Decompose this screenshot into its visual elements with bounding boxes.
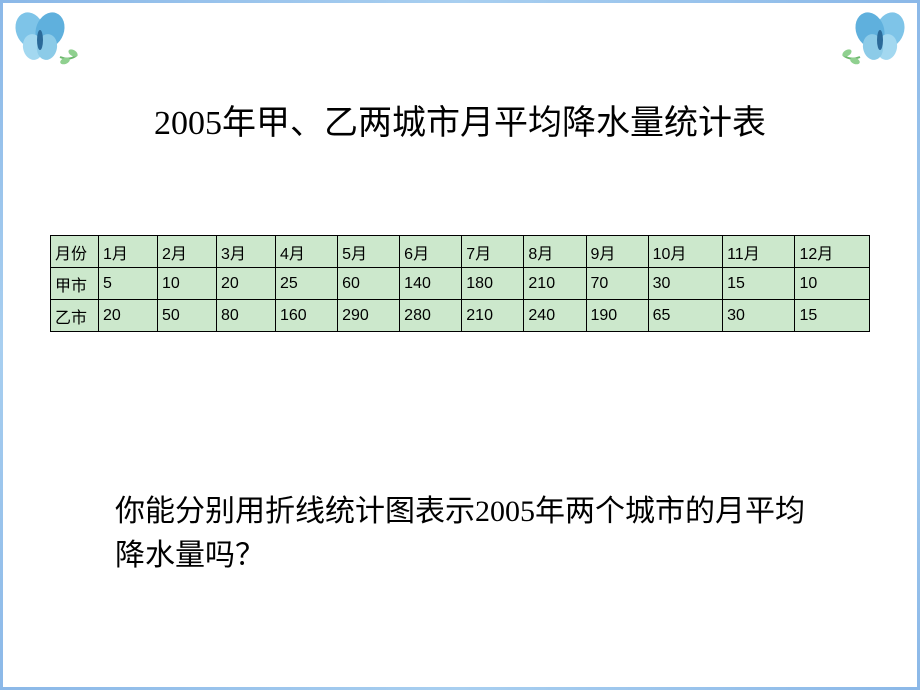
table-row-city-b: 乙市 20 50 80 160 290 280 210 240 190 65 3… xyxy=(51,300,870,332)
city-b-m10: 65 xyxy=(648,300,722,332)
city-b-m2: 50 xyxy=(157,300,216,332)
city-a-m7: 180 xyxy=(462,268,524,300)
city-b-m5: 290 xyxy=(338,300,400,332)
city-a-m12: 10 xyxy=(795,268,870,300)
table-row-city-a: 甲市 5 10 20 25 60 140 180 210 70 30 15 10 xyxy=(51,268,870,300)
header-month-4: 4月 xyxy=(275,236,337,268)
header-month-11: 11月 xyxy=(723,236,795,268)
city-b-m11: 30 xyxy=(723,300,795,332)
city-b-m6: 280 xyxy=(400,300,462,332)
header-month-label: 月份 xyxy=(51,236,99,268)
city-a-m5: 60 xyxy=(338,268,400,300)
city-a-m6: 140 xyxy=(400,268,462,300)
city-a-m2: 10 xyxy=(157,268,216,300)
row-label-city-b: 乙市 xyxy=(51,300,99,332)
city-a-m8: 210 xyxy=(524,268,586,300)
city-b-m9: 190 xyxy=(586,300,648,332)
rainfall-table: 月份 1月 2月 3月 4月 5月 6月 7月 8月 9月 10月 11月 12… xyxy=(50,235,870,332)
frame-border-top xyxy=(0,0,920,3)
header-month-8: 8月 xyxy=(524,236,586,268)
city-b-m7: 210 xyxy=(462,300,524,332)
header-month-12: 12月 xyxy=(795,236,870,268)
header-month-5: 5月 xyxy=(338,236,400,268)
header-month-3: 3月 xyxy=(216,236,275,268)
city-a-m1: 5 xyxy=(99,268,158,300)
table-header-row: 月份 1月 2月 3月 4月 5月 6月 7月 8月 9月 10月 11月 12… xyxy=(51,236,870,268)
header-month-10: 10月 xyxy=(648,236,722,268)
header-month-6: 6月 xyxy=(400,236,462,268)
question-text: 你能分别用折线统计图表示2005年两个城市的月平均降水量吗？ xyxy=(115,490,815,577)
city-a-m3: 20 xyxy=(216,268,275,300)
city-b-m12: 15 xyxy=(795,300,870,332)
city-b-m8: 240 xyxy=(524,300,586,332)
page-title: 2005年甲、乙两城市月平均降水量统计表 xyxy=(0,95,920,144)
header-month-7: 7月 xyxy=(462,236,524,268)
header-month-9: 9月 xyxy=(586,236,648,268)
city-a-m10: 30 xyxy=(648,268,722,300)
city-a-m4: 25 xyxy=(275,268,337,300)
header-month-2: 2月 xyxy=(157,236,216,268)
city-b-m4: 160 xyxy=(275,300,337,332)
row-label-city-a: 甲市 xyxy=(51,268,99,300)
butterfly-decoration-top-right xyxy=(835,5,915,75)
city-a-m11: 15 xyxy=(723,268,795,300)
header-month-1: 1月 xyxy=(99,236,158,268)
city-b-m1: 20 xyxy=(99,300,158,332)
city-b-m3: 80 xyxy=(216,300,275,332)
butterfly-decoration-top-left xyxy=(5,5,85,75)
city-a-m9: 70 xyxy=(586,268,648,300)
